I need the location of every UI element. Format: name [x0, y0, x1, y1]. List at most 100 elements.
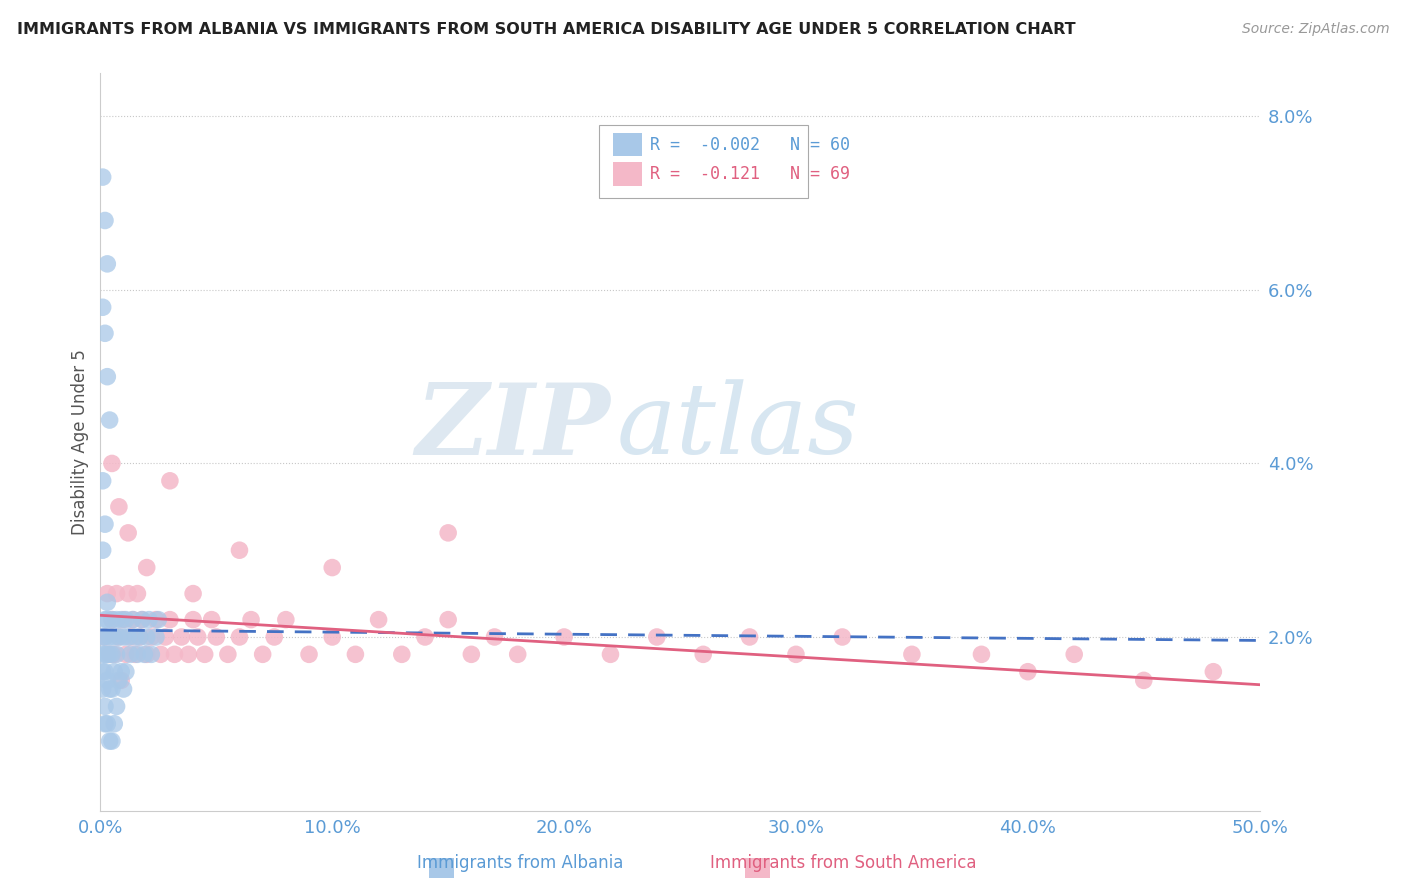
Point [96, 369, 118, 384]
Point [141, 648, 163, 662]
Point [159, 474, 181, 488]
Point [128, 630, 150, 644]
Point [194, 648, 217, 662]
Point [105, 586, 128, 600]
Point [103, 648, 125, 662]
Point [117, 586, 139, 600]
Point [101, 734, 124, 748]
Point [108, 673, 131, 688]
Point [94, 630, 117, 644]
Point [108, 630, 131, 644]
FancyBboxPatch shape [599, 125, 807, 198]
Point [141, 630, 163, 644]
Point [553, 630, 575, 644]
Point [367, 613, 389, 627]
Point [128, 630, 150, 644]
Point [692, 648, 714, 662]
Point [344, 648, 367, 662]
Point [115, 613, 138, 627]
Point [103, 630, 125, 644]
Point [96, 613, 118, 627]
Point [98, 648, 121, 662]
Point [117, 525, 139, 540]
Point [138, 613, 160, 627]
Point [149, 648, 172, 662]
Point [1202, 665, 1225, 679]
Point [131, 613, 153, 627]
Text: atlas: atlas [616, 379, 859, 475]
Point [135, 630, 157, 644]
Point [105, 613, 128, 627]
Point [101, 681, 124, 696]
Point [127, 648, 149, 662]
Point [115, 665, 138, 679]
Point [127, 586, 149, 600]
Point [177, 648, 200, 662]
Point [94, 648, 117, 662]
Point [94, 613, 117, 627]
Point [1017, 665, 1039, 679]
Point [484, 630, 506, 644]
Point [831, 630, 853, 644]
Point [131, 613, 153, 627]
Point [108, 630, 131, 644]
Point [391, 648, 413, 662]
Point [110, 613, 132, 627]
Point [98, 413, 121, 427]
Point [145, 630, 167, 644]
Text: Immigrants from South America: Immigrants from South America [710, 855, 977, 872]
Point [117, 630, 139, 644]
Point [101, 613, 124, 627]
Point [170, 630, 193, 644]
Point [98, 648, 121, 662]
Point [94, 665, 117, 679]
Point [94, 326, 117, 341]
Point [105, 648, 128, 662]
Point [96, 648, 118, 662]
Point [91, 648, 114, 662]
Point [145, 613, 167, 627]
Point [460, 648, 482, 662]
Point [91, 543, 114, 558]
Point [263, 630, 285, 644]
Point [506, 648, 529, 662]
Point [148, 613, 170, 627]
Text: R =  -0.121   N = 69: R = -0.121 N = 69 [650, 165, 849, 183]
Point [124, 648, 146, 662]
Text: Source: ZipAtlas.com: Source: ZipAtlas.com [1241, 22, 1389, 37]
Point [274, 613, 297, 627]
Point [94, 699, 117, 714]
Point [96, 586, 118, 600]
Point [101, 457, 124, 471]
Point [112, 630, 135, 644]
Point [94, 517, 117, 532]
Point [738, 630, 761, 644]
Point [96, 257, 118, 271]
Point [599, 648, 621, 662]
Point [98, 630, 121, 644]
Point [135, 648, 157, 662]
Point [321, 560, 343, 574]
Point [321, 630, 343, 644]
Point [101, 613, 124, 627]
Point [121, 613, 143, 627]
Point [181, 586, 204, 600]
Point [94, 213, 117, 227]
Point [103, 716, 125, 731]
Point [91, 665, 114, 679]
Point [105, 699, 128, 714]
Point [252, 648, 274, 662]
Point [159, 613, 181, 627]
Text: R =  -0.002   N = 60: R = -0.002 N = 60 [650, 136, 849, 153]
Point [135, 560, 157, 574]
Point [413, 630, 436, 644]
Point [98, 734, 121, 748]
Point [94, 716, 117, 731]
Point [110, 673, 132, 688]
Point [94, 630, 117, 644]
Text: Immigrants from Albania: Immigrants from Albania [418, 855, 623, 872]
Point [187, 630, 209, 644]
Point [115, 648, 138, 662]
Point [120, 648, 142, 662]
Text: IMMIGRANTS FROM ALBANIA VS IMMIGRANTS FROM SOUTH AMERICA DISABILITY AGE UNDER 5 : IMMIGRANTS FROM ALBANIA VS IMMIGRANTS FR… [17, 22, 1076, 37]
